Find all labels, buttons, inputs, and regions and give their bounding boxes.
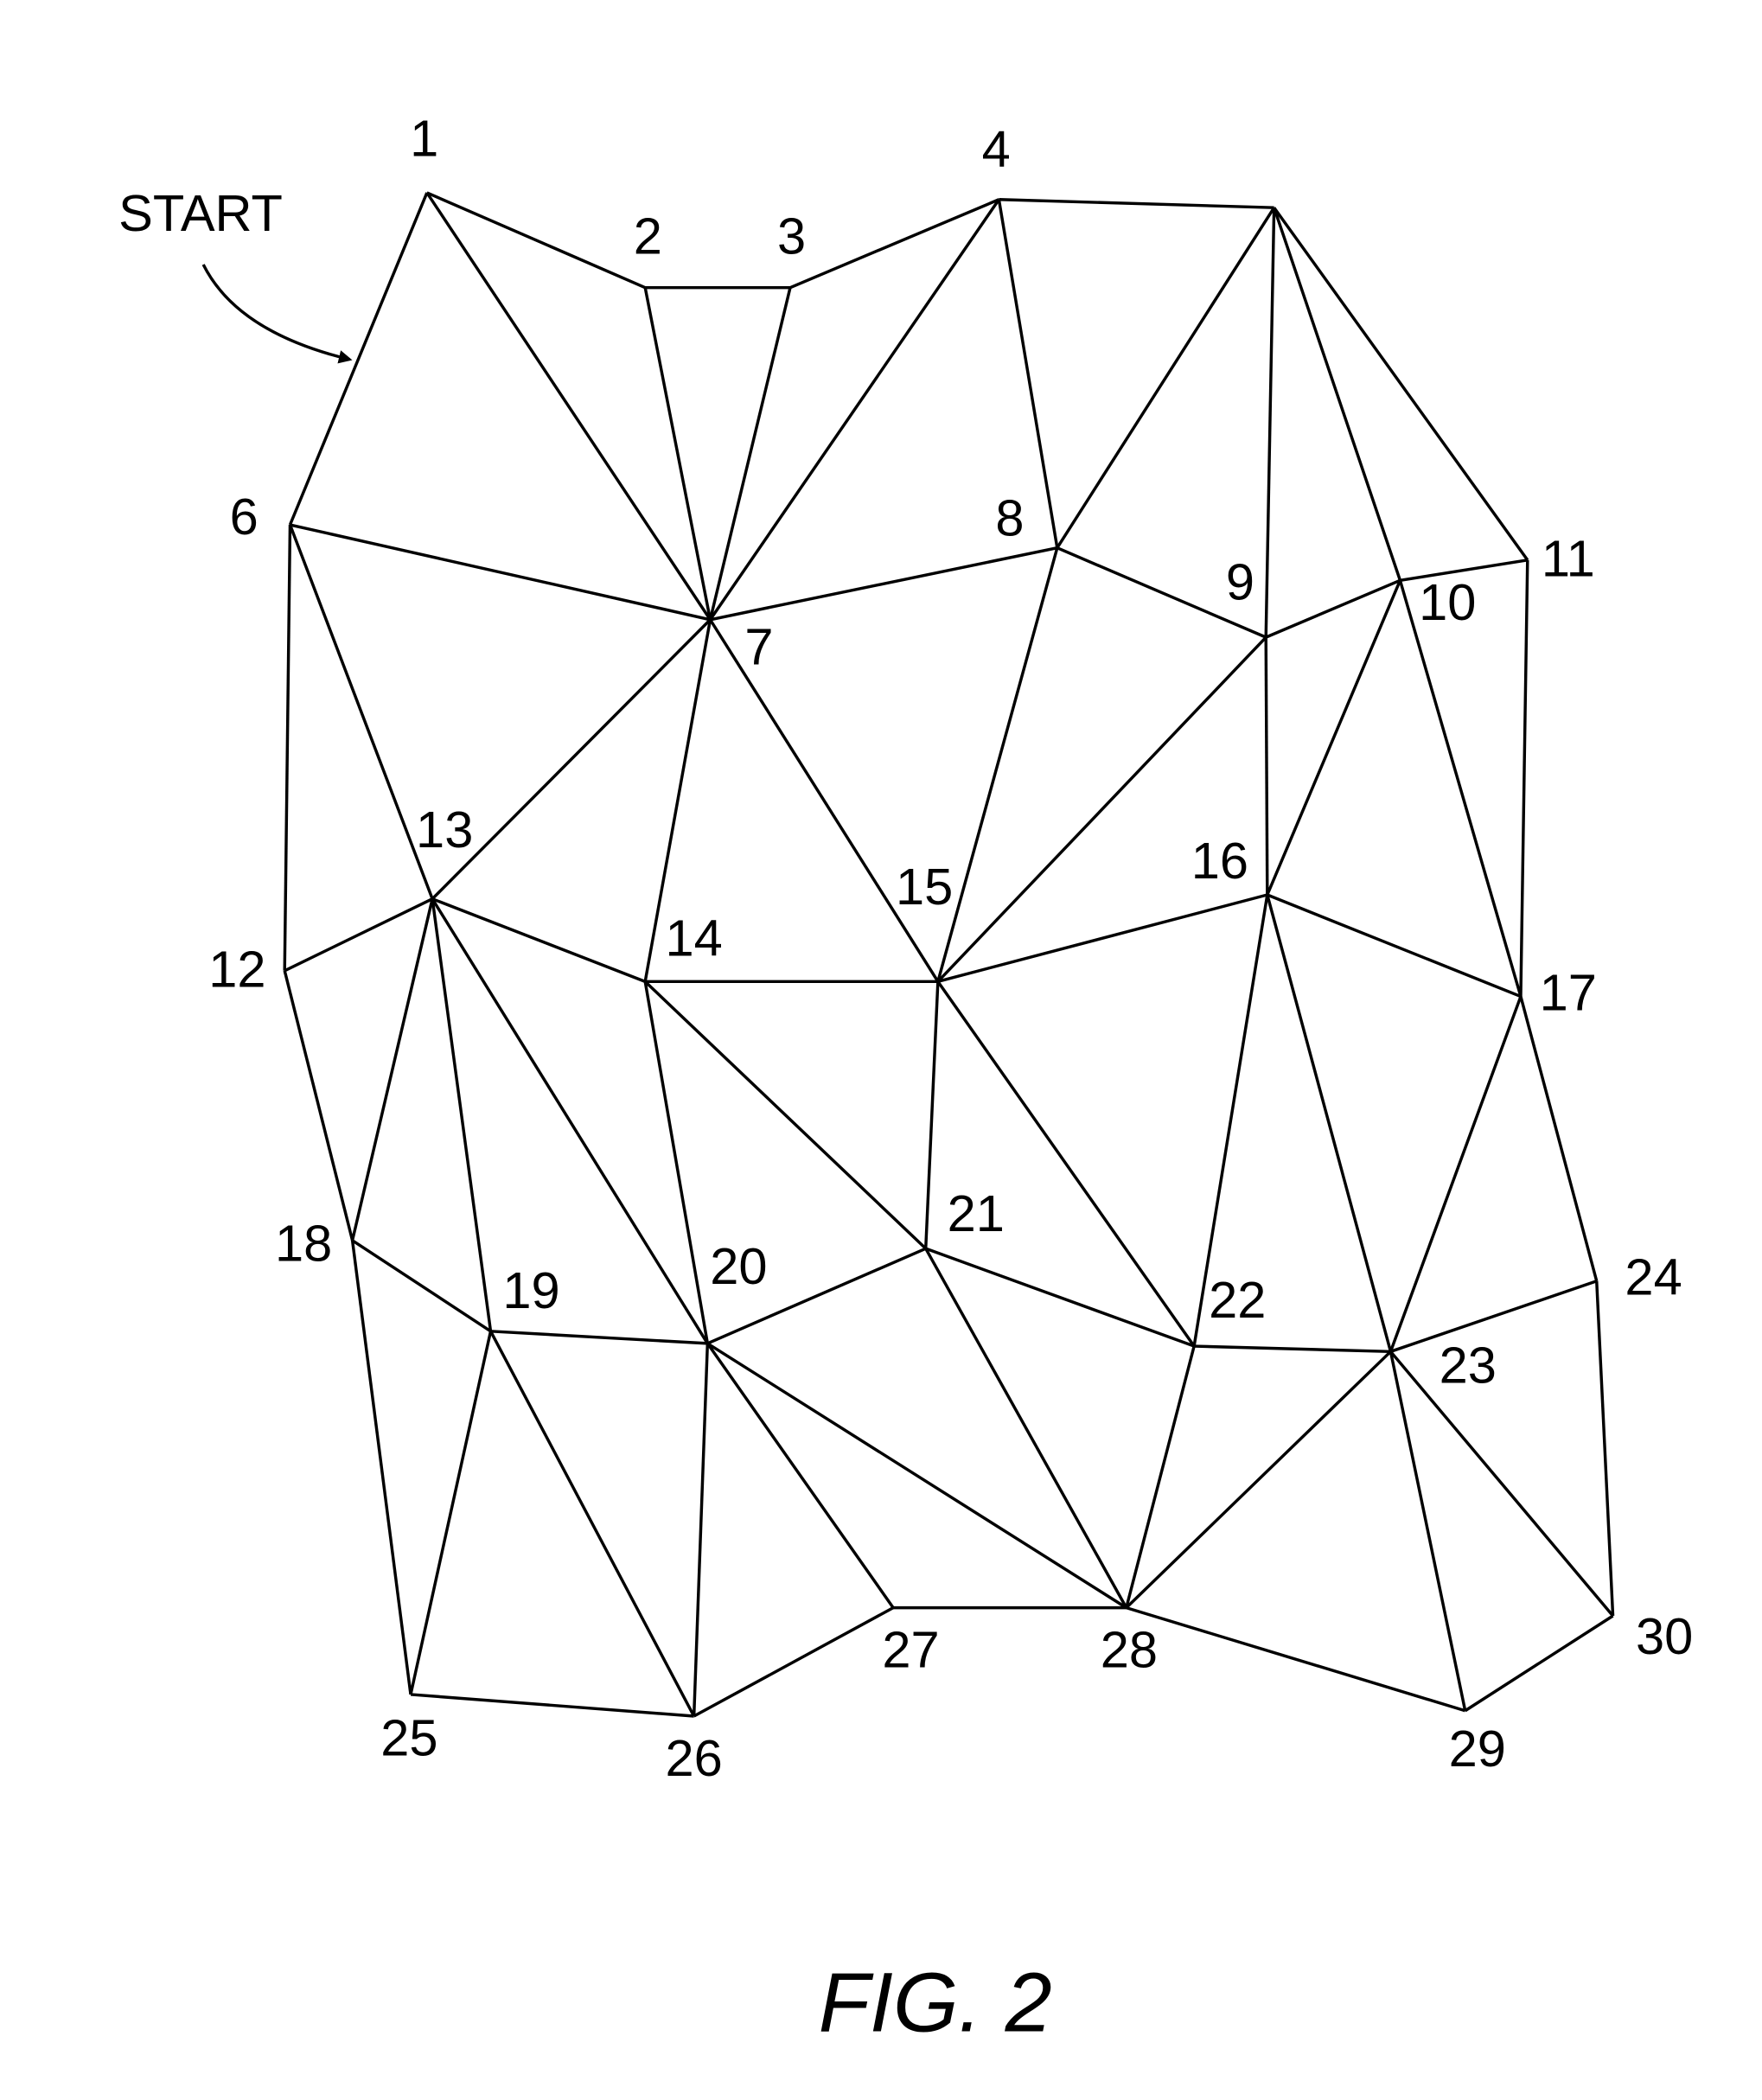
vertex-label-7: 7 <box>744 618 773 676</box>
vertex-label-6: 6 <box>230 488 259 546</box>
edge-20-27 <box>707 1344 893 1608</box>
edge-9-15 <box>938 637 1266 981</box>
edge-19-26 <box>491 1331 694 1716</box>
edge-28-29 <box>1127 1608 1465 1711</box>
edge-13-18 <box>353 899 432 1241</box>
vertex-label-3: 3 <box>777 207 806 265</box>
vertex-label-16: 16 <box>1191 832 1248 890</box>
edge-14-21 <box>645 981 926 1248</box>
edge-21-22 <box>926 1248 1194 1346</box>
vertex-label-13: 13 <box>416 801 473 859</box>
vertex-label-8: 8 <box>995 489 1024 547</box>
vertex-label-17: 17 <box>1540 963 1597 1021</box>
vertex-label-22: 22 <box>1209 1271 1266 1329</box>
edge-11-17 <box>1521 560 1528 997</box>
edge-18-25 <box>353 1241 411 1695</box>
edge-26-27 <box>694 1608 893 1716</box>
vertex-label-12: 12 <box>208 941 265 999</box>
edge-13-14 <box>432 899 645 982</box>
edge-5-10 <box>1274 207 1401 580</box>
edge-16-17 <box>1267 895 1521 997</box>
edge-22-23 <box>1194 1346 1390 1351</box>
edge-17-24 <box>1521 997 1597 1281</box>
edge-19-20 <box>491 1331 708 1344</box>
start-label: START <box>118 184 283 242</box>
edge-24-30 <box>1597 1281 1613 1616</box>
edge-5-9 <box>1266 207 1274 637</box>
edge-8-15 <box>938 548 1057 982</box>
edge-21-28 <box>926 1248 1127 1607</box>
edge-5-8 <box>1057 207 1274 547</box>
edge-6-13 <box>290 525 432 899</box>
edge-29-30 <box>1465 1616 1613 1711</box>
vertex-label-30: 30 <box>1636 1607 1693 1665</box>
edge-23-28 <box>1127 1351 1391 1607</box>
vertex-label-26: 26 <box>666 1729 723 1787</box>
edge-12-13 <box>284 899 432 971</box>
vertex-label-21: 21 <box>948 1184 1005 1242</box>
vertex-label-4: 4 <box>982 120 1011 178</box>
edge-13-19 <box>432 899 490 1331</box>
vertex-label-23: 23 <box>1440 1336 1497 1394</box>
vertex-label-10: 10 <box>1419 573 1476 631</box>
edge-14-20 <box>645 981 707 1344</box>
edge-23-30 <box>1390 1351 1612 1616</box>
vertex-label-9: 9 <box>1226 552 1254 610</box>
edge-25-26 <box>411 1695 694 1716</box>
start-arrow <box>203 265 349 360</box>
edge-1-6 <box>290 193 426 525</box>
vertex-label-20: 20 <box>710 1237 767 1295</box>
edge-9-16 <box>1266 637 1267 895</box>
edge-7-8 <box>710 548 1057 620</box>
edge-22-28 <box>1127 1346 1194 1608</box>
vertex-label-14: 14 <box>666 910 723 967</box>
edge-23-29 <box>1390 1351 1465 1710</box>
edge-6-7 <box>290 525 710 620</box>
edge-17-23 <box>1390 997 1520 1352</box>
edge-4-5 <box>999 200 1274 207</box>
vertex-label-15: 15 <box>896 858 953 916</box>
edge-6-12 <box>284 525 290 971</box>
mesh-edges <box>284 193 1612 1716</box>
vertex-labels: 1234678910111213141516171819202122232425… <box>208 110 1693 1787</box>
edge-18-19 <box>353 1241 491 1331</box>
edge-15-21 <box>926 981 938 1248</box>
vertex-label-1: 1 <box>410 110 438 168</box>
edge-10-17 <box>1400 580 1521 996</box>
vertex-label-2: 2 <box>634 207 662 265</box>
edge-19-25 <box>411 1331 490 1695</box>
vertex-label-25: 25 <box>380 1709 437 1767</box>
edge-16-23 <box>1267 895 1391 1351</box>
edge-15-22 <box>938 981 1194 1346</box>
vertex-label-19: 19 <box>502 1261 559 1319</box>
vertex-label-29: 29 <box>1449 1720 1506 1778</box>
vertex-label-28: 28 <box>1101 1621 1158 1679</box>
figure-caption: FIG. 2 <box>819 1955 1052 2049</box>
vertex-label-11: 11 <box>1542 530 1595 588</box>
vertex-label-27: 27 <box>882 1621 939 1679</box>
edge-20-28 <box>707 1344 1126 1608</box>
vertex-label-24: 24 <box>1625 1248 1682 1306</box>
edge-12-18 <box>284 971 352 1241</box>
vertex-label-18: 18 <box>275 1214 332 1272</box>
edge-5-11 <box>1274 207 1528 560</box>
edge-3-7 <box>710 288 789 620</box>
edge-15-16 <box>938 895 1267 981</box>
edge-20-26 <box>694 1344 708 1716</box>
edge-4-7 <box>710 200 999 620</box>
